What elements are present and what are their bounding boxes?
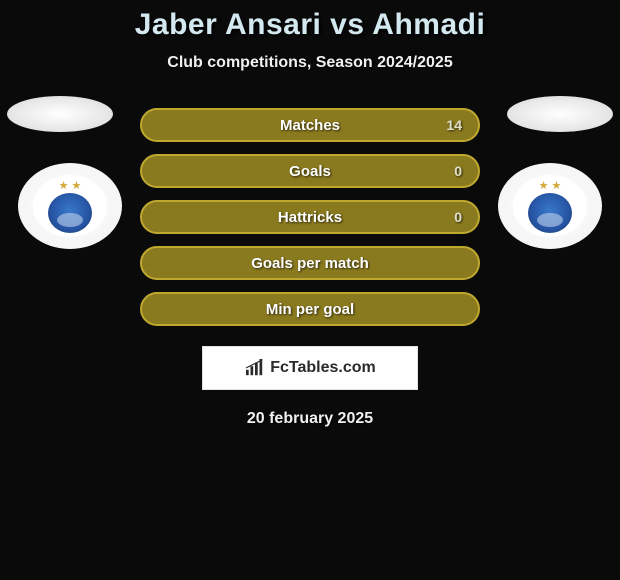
bar-chart-icon xyxy=(244,359,266,377)
stat-row-matches: Matches 14 xyxy=(140,108,480,142)
stat-row-goals: Goals 0 xyxy=(140,154,480,188)
stat-label: Matches xyxy=(280,117,340,134)
club-logo-right-inner: ★ ★ xyxy=(513,175,588,237)
player-left-photo-placeholder xyxy=(7,96,113,132)
stat-row-min-per-goal: Min per goal xyxy=(140,292,480,326)
fctables-text: FcTables.com xyxy=(270,359,376,377)
stat-label: Goals xyxy=(289,163,331,180)
shield-icon xyxy=(48,193,92,233)
stats-area: ★ ★ ★ ★ Matches 14 Goals 0 xyxy=(0,108,620,326)
season-subtitle: Club competitions, Season 2024/2025 xyxy=(167,54,452,72)
star-icon: ★ ★ xyxy=(539,179,562,192)
stat-label: Goals per match xyxy=(251,255,369,272)
club-logo-left-bg: ★ ★ xyxy=(18,163,122,249)
stat-row-hattricks: Hattricks 0 xyxy=(140,200,480,234)
club-logo-left-inner: ★ ★ xyxy=(33,175,108,237)
date-text: 20 february 2025 xyxy=(247,410,373,428)
stat-label: Hattricks xyxy=(278,209,342,226)
star-icon: ★ ★ xyxy=(59,179,82,192)
stat-value-right: 14 xyxy=(446,117,462,133)
shield-icon xyxy=(528,193,572,233)
stat-row-goals-per-match: Goals per match xyxy=(140,246,480,280)
page-title: Jaber Ansari vs Ahmadi xyxy=(135,8,486,42)
stat-label: Min per goal xyxy=(266,301,354,318)
club-logo-left: ★ ★ xyxy=(18,163,122,249)
club-logo-right-bg: ★ ★ xyxy=(498,163,602,249)
stat-value-right: 0 xyxy=(454,209,462,225)
club-logo-right: ★ ★ xyxy=(498,163,602,249)
comparison-card: Jaber Ansari vs Ahmadi Club competitions… xyxy=(0,0,620,580)
stat-rows: Matches 14 Goals 0 Hattricks 0 Goals per… xyxy=(140,108,480,326)
stat-value-right: 0 xyxy=(454,163,462,179)
player-right-photo-placeholder xyxy=(507,96,613,132)
fctables-banner[interactable]: FcTables.com xyxy=(202,346,418,390)
